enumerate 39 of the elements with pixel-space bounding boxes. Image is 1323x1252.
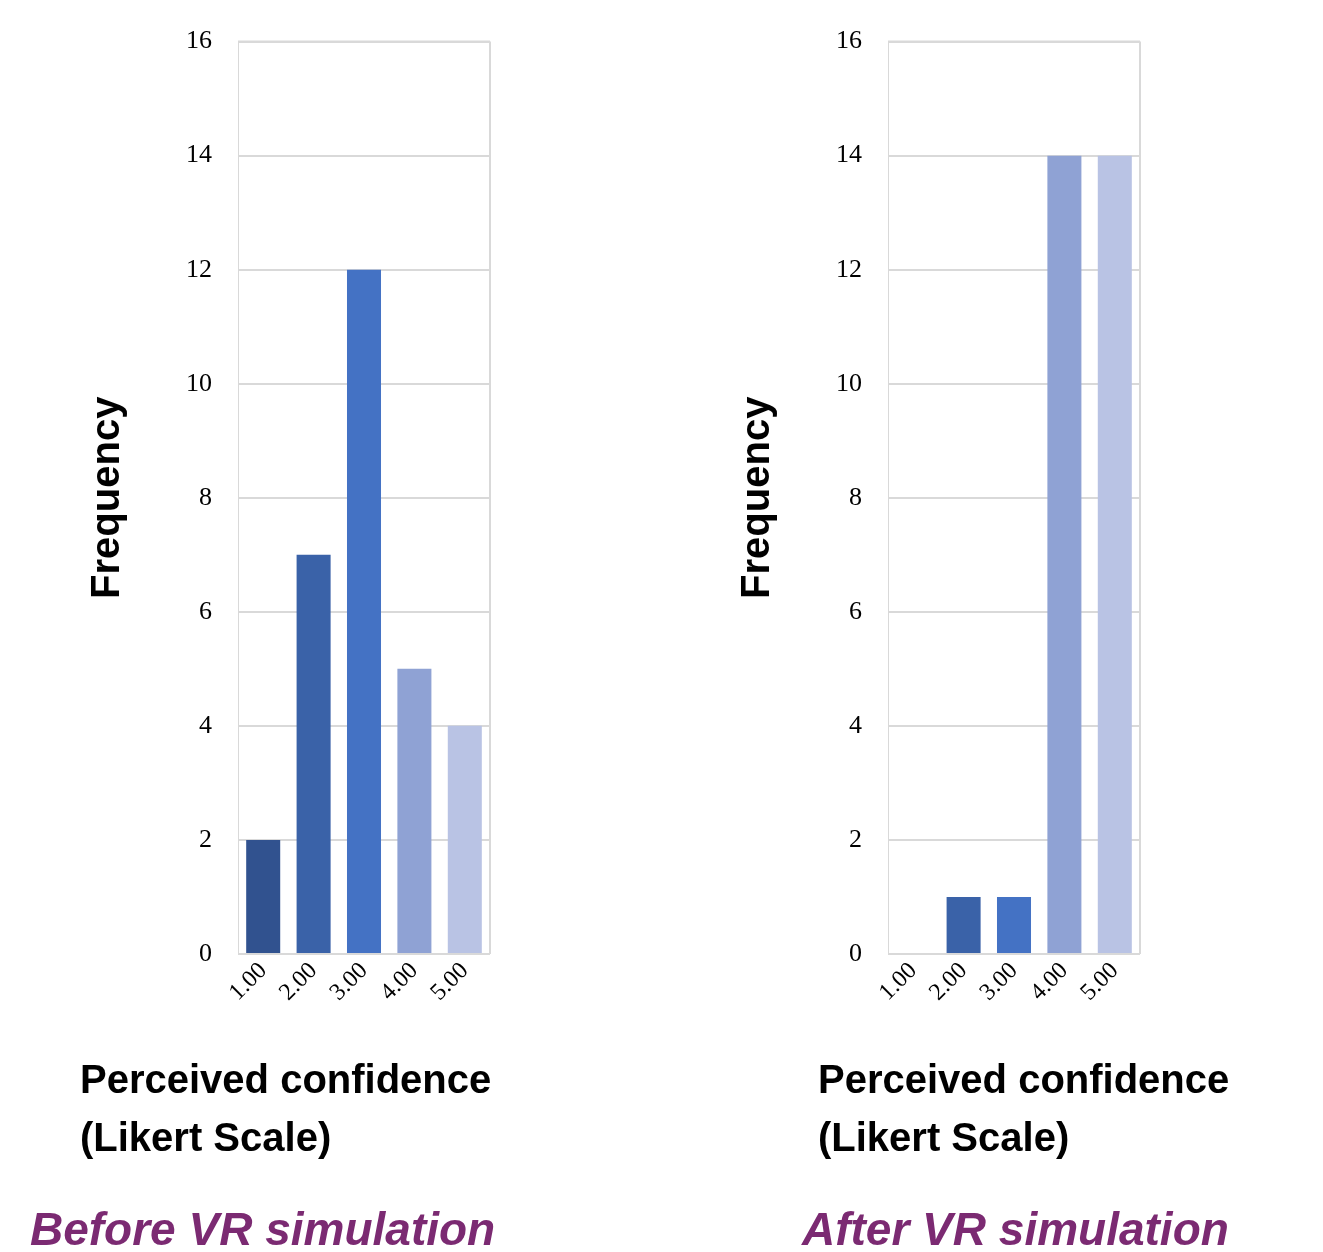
y-axis-title: Frequency (733, 395, 778, 599)
bar (296, 554, 331, 953)
text: After VR simulation (802, 1202, 1230, 1252)
x-tick-label: 5.00 (424, 956, 473, 1005)
bar (397, 668, 432, 953)
x-tick-label: 5.00 (1074, 956, 1123, 1005)
y-tick-label: 12 (836, 253, 862, 283)
y-tick-label: 4 (199, 709, 212, 739)
x-axis-title: Perceived confidence (Likert Scale) (818, 1056, 1231, 1161)
y-tick-label: 16 (836, 25, 862, 55)
y-tick-label: 6 (199, 595, 212, 625)
x-tick-label: 4.00 (1024, 956, 1073, 1005)
bar (346, 269, 382, 953)
y-tick-label: 10 (186, 367, 212, 397)
bar (246, 839, 281, 953)
y-tick-label: 14 (836, 139, 862, 169)
y-tick-label: 8 (199, 481, 212, 511)
y-tick-label: 4 (849, 709, 862, 739)
y-tick-label: 2 (849, 823, 862, 853)
x-tick-label: 4.00 (374, 956, 423, 1005)
y-tick-label: 6 (849, 595, 862, 625)
text: Before VR simulation (30, 1202, 497, 1252)
x-tick-label: 3.00 (973, 956, 1022, 1005)
x-tick-label: 1.00 (223, 956, 272, 1005)
y-tick-label: 0 (199, 937, 212, 967)
x-tick-label: 1.00 (873, 956, 922, 1005)
y-tick-label: 12 (186, 253, 212, 283)
x-tick-label: 3.00 (323, 956, 372, 1005)
y-tick-label: 10 (836, 367, 862, 397)
y-tick-label: 0 (849, 937, 862, 967)
x-tick-label: 2.00 (273, 956, 322, 1005)
y-tick-label: 8 (849, 481, 862, 511)
y-tick-label: 2 (199, 823, 212, 853)
bar (447, 725, 482, 953)
y-tick-label: 14 (186, 139, 212, 169)
y-axis-title: Frequency (83, 395, 128, 599)
y-tick-label: 16 (186, 25, 212, 55)
x-axis-title: Perceived confidence (Likert Scale) (80, 1056, 493, 1161)
x-tick-label: 2.00 (923, 956, 972, 1005)
